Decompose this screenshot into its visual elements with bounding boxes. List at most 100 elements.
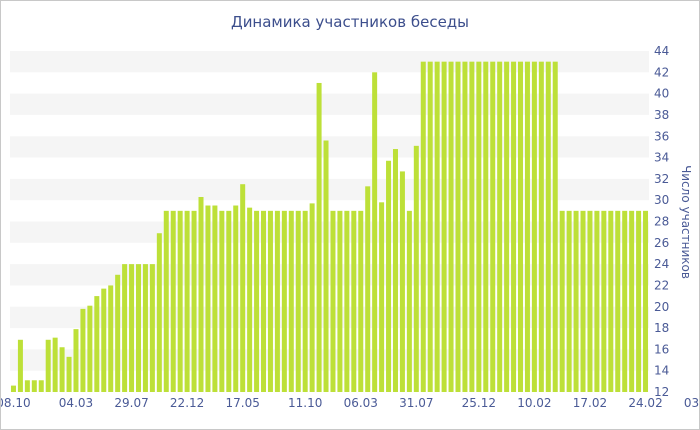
bar[interactable] bbox=[17, 339, 23, 392]
bar[interactable] bbox=[45, 339, 51, 392]
bar[interactable] bbox=[344, 210, 350, 392]
bar[interactable] bbox=[73, 329, 79, 392]
bar[interactable] bbox=[247, 207, 253, 392]
bar[interactable] bbox=[80, 308, 86, 392]
bar[interactable] bbox=[337, 210, 343, 392]
bar[interactable] bbox=[142, 264, 148, 392]
bar[interactable] bbox=[281, 210, 287, 392]
bar[interactable] bbox=[122, 264, 128, 392]
bar[interactable] bbox=[511, 61, 517, 392]
bar[interactable] bbox=[219, 210, 225, 392]
bar[interactable] bbox=[177, 210, 183, 392]
bar[interactable] bbox=[643, 210, 649, 392]
bar[interactable] bbox=[629, 210, 635, 392]
bar[interactable] bbox=[497, 61, 503, 392]
bar[interactable] bbox=[490, 61, 496, 392]
bar[interactable] bbox=[351, 210, 357, 392]
bar[interactable] bbox=[156, 233, 162, 392]
bar[interactable] bbox=[309, 203, 315, 392]
bar[interactable] bbox=[448, 61, 454, 392]
bar[interactable] bbox=[566, 210, 572, 392]
bar[interactable] bbox=[483, 61, 489, 392]
bar[interactable] bbox=[413, 145, 419, 392]
bar[interactable] bbox=[441, 61, 447, 392]
bar[interactable] bbox=[205, 205, 211, 392]
bar[interactable] bbox=[622, 210, 628, 392]
bar[interactable] bbox=[392, 149, 398, 392]
bar[interactable] bbox=[323, 140, 329, 392]
x-tick-label: 17.02 bbox=[573, 396, 607, 410]
bar[interactable] bbox=[233, 205, 239, 392]
bar[interactable] bbox=[608, 210, 614, 392]
bar[interactable] bbox=[59, 347, 65, 392]
bar[interactable] bbox=[434, 61, 440, 392]
bar[interactable] bbox=[406, 210, 412, 392]
bar[interactable] bbox=[10, 385, 16, 392]
bar[interactable] bbox=[316, 82, 322, 392]
bar[interactable] bbox=[365, 186, 371, 392]
bar[interactable] bbox=[38, 380, 44, 392]
bar[interactable] bbox=[94, 296, 100, 392]
bar[interactable] bbox=[52, 337, 58, 392]
bar[interactable] bbox=[420, 61, 426, 392]
bar[interactable] bbox=[330, 210, 336, 392]
bar[interactable] bbox=[455, 61, 461, 392]
bar[interactable] bbox=[198, 196, 204, 392]
bar[interactable] bbox=[399, 171, 405, 392]
bar[interactable] bbox=[254, 210, 260, 392]
bar[interactable] bbox=[386, 160, 392, 392]
y-tick-label: 22 bbox=[654, 278, 669, 292]
bar[interactable] bbox=[476, 61, 482, 392]
bar[interactable] bbox=[101, 288, 107, 392]
bar[interactable] bbox=[358, 210, 364, 392]
bar[interactable] bbox=[149, 264, 155, 392]
bar[interactable] bbox=[462, 61, 468, 392]
bar[interactable] bbox=[226, 210, 232, 392]
bar[interactable] bbox=[545, 61, 551, 392]
bar[interactable] bbox=[267, 210, 273, 392]
bar[interactable] bbox=[504, 61, 510, 392]
bar[interactable] bbox=[212, 205, 218, 392]
bar[interactable] bbox=[372, 72, 378, 392]
bar[interactable] bbox=[518, 61, 524, 392]
bar[interactable] bbox=[240, 184, 246, 392]
bar[interactable] bbox=[163, 210, 169, 392]
bar[interactable] bbox=[135, 264, 141, 392]
bar[interactable] bbox=[601, 210, 607, 392]
bar[interactable] bbox=[469, 61, 475, 392]
bar[interactable] bbox=[129, 264, 135, 392]
y-tick-label: 32 bbox=[654, 172, 669, 186]
bar[interactable] bbox=[108, 285, 114, 392]
bar[interactable] bbox=[87, 305, 93, 392]
bar[interactable] bbox=[573, 210, 579, 392]
bar[interactable] bbox=[559, 210, 565, 392]
x-tick-label: 25.12 bbox=[462, 396, 496, 410]
bar[interactable] bbox=[587, 210, 593, 392]
bar[interactable] bbox=[24, 380, 30, 392]
bar[interactable] bbox=[261, 210, 267, 392]
bar[interactable] bbox=[191, 210, 197, 392]
bar[interactable] bbox=[274, 210, 280, 392]
bar[interactable] bbox=[636, 210, 642, 392]
bar[interactable] bbox=[288, 210, 294, 392]
bar[interactable] bbox=[552, 61, 558, 392]
bar[interactable] bbox=[531, 61, 537, 392]
bar[interactable] bbox=[538, 61, 544, 392]
x-tick-label: 24.02 bbox=[628, 396, 662, 410]
bar[interactable] bbox=[427, 61, 433, 392]
bar[interactable] bbox=[379, 202, 385, 392]
bar[interactable] bbox=[302, 210, 308, 392]
bar[interactable] bbox=[524, 61, 530, 392]
bar[interactable] bbox=[66, 356, 72, 392]
bar[interactable] bbox=[184, 210, 190, 392]
y-tick-label: 20 bbox=[654, 300, 669, 314]
bar[interactable] bbox=[580, 210, 586, 392]
bar[interactable] bbox=[31, 380, 37, 392]
bar[interactable] bbox=[115, 274, 121, 392]
y-tick-label: 42 bbox=[654, 65, 669, 79]
bar[interactable] bbox=[615, 210, 621, 392]
bar[interactable] bbox=[170, 210, 176, 392]
bar[interactable] bbox=[594, 210, 600, 392]
bar[interactable] bbox=[295, 210, 301, 392]
